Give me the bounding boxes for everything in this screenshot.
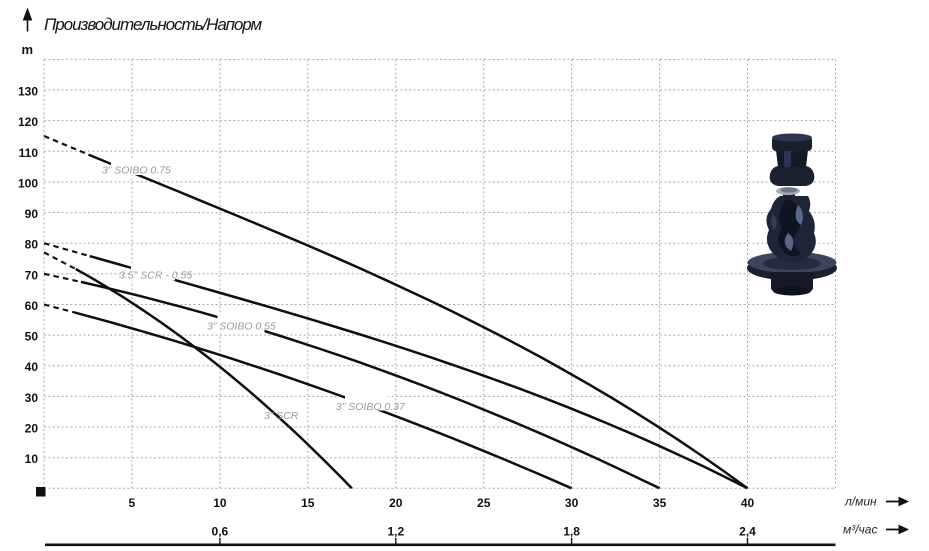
svg-text:20: 20 [389,496,403,510]
svg-text:15: 15 [301,496,315,510]
svg-text:35: 35 [653,496,667,510]
svg-text:30: 30 [565,496,579,510]
svg-text:130: 130 [18,85,38,99]
svg-text:3.5" SCR - 0.55: 3.5" SCR - 0.55 [119,270,192,282]
svg-text:25: 25 [477,496,491,510]
svg-text:1,2: 1,2 [387,525,404,539]
svg-text:м³/час: м³/час [843,523,877,537]
svg-text:20: 20 [25,422,39,436]
svg-text:70: 70 [25,268,39,282]
svg-text:100: 100 [18,176,38,190]
svg-text:Производительность/Напорм: Производительность/Напорм [44,15,263,34]
svg-text:40: 40 [741,496,755,510]
svg-text:3” SOIBO 0.55: 3” SOIBO 0.55 [207,321,276,333]
svg-text:10: 10 [213,496,227,510]
svg-text:60: 60 [25,299,39,313]
svg-text:3” SCR: 3” SCR [264,410,299,422]
svg-text:30: 30 [25,391,39,405]
svg-text:40: 40 [25,360,39,374]
svg-text:3” SOIBO 0.75: 3” SOIBO 0.75 [102,165,171,177]
svg-text:10: 10 [25,452,39,466]
svg-text:80: 80 [25,238,39,252]
svg-text:3” SOIBO 0.37: 3” SOIBO 0.37 [336,401,406,413]
svg-text:1,8: 1,8 [563,525,580,539]
svg-text:90: 90 [25,207,39,221]
svg-text:0,6: 0,6 [212,525,229,539]
svg-text:110: 110 [19,146,39,160]
svg-text:120: 120 [18,115,38,129]
svg-text:5: 5 [129,496,136,510]
svg-text:50: 50 [25,330,39,344]
svg-text:2,4: 2,4 [739,525,756,539]
svg-text:л/мин: л/мин [844,495,877,509]
svg-text:m: m [22,42,34,57]
